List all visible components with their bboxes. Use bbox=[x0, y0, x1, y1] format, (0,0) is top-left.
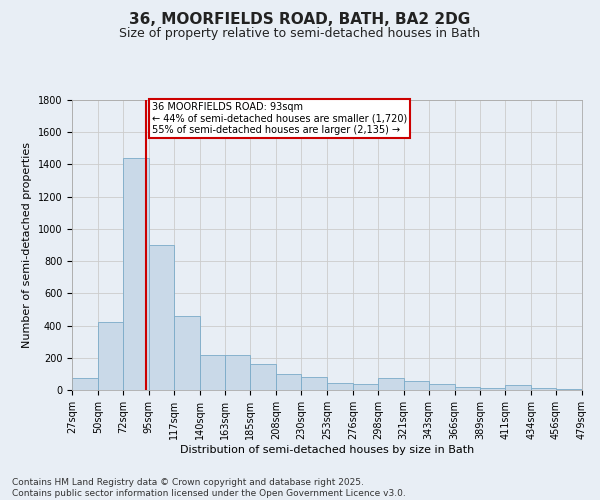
Text: 36 MOORFIELDS ROAD: 93sqm
← 44% of semi-detached houses are smaller (1,720)
55% : 36 MOORFIELDS ROAD: 93sqm ← 44% of semi-… bbox=[152, 102, 407, 135]
Text: Contains HM Land Registry data © Crown copyright and database right 2025.
Contai: Contains HM Land Registry data © Crown c… bbox=[12, 478, 406, 498]
Bar bbox=[226, 356, 250, 390]
Bar bbox=[353, 384, 378, 390]
Bar bbox=[173, 316, 199, 390]
Bar bbox=[301, 377, 327, 390]
Bar bbox=[123, 158, 149, 390]
Bar bbox=[556, 389, 582, 390]
Y-axis label: Number of semi-detached properties: Number of semi-detached properties bbox=[22, 142, 32, 348]
Text: 36, MOORFIELDS ROAD, BATH, BA2 2DG: 36, MOORFIELDS ROAD, BATH, BA2 2DG bbox=[130, 12, 470, 28]
Bar bbox=[455, 387, 481, 390]
Bar bbox=[378, 378, 404, 390]
Bar bbox=[428, 384, 455, 390]
Bar bbox=[505, 385, 531, 390]
X-axis label: Distribution of semi-detached houses by size in Bath: Distribution of semi-detached houses by … bbox=[180, 444, 474, 454]
Bar bbox=[72, 378, 98, 390]
Text: Size of property relative to semi-detached houses in Bath: Size of property relative to semi-detach… bbox=[119, 28, 481, 40]
Bar bbox=[200, 356, 226, 390]
Bar bbox=[404, 381, 428, 390]
Bar bbox=[327, 383, 353, 390]
Bar bbox=[98, 322, 123, 390]
Bar bbox=[531, 388, 556, 390]
Bar bbox=[481, 388, 505, 390]
Bar bbox=[149, 245, 173, 390]
Bar bbox=[276, 374, 301, 390]
Bar bbox=[250, 364, 276, 390]
